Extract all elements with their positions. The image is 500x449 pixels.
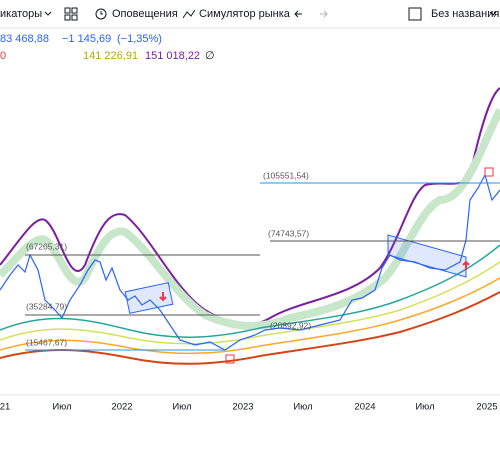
legend-ma: 0: [0, 50, 6, 62]
legend-ma: 151 018,22: [145, 50, 200, 62]
chevron[interactable]: [44, 11, 52, 16]
level-label: (74743,57): [268, 228, 309, 238]
arrow-up: [462, 260, 470, 270]
undo[interactable]: [294, 10, 302, 18]
orange-band: [0, 277, 500, 355]
channel: [124, 282, 174, 314]
x-axis-labels: 21 Июл 2022 Июл 2023 Июл 2024 Июл 2025: [0, 402, 498, 413]
alerts-button[interactable]: Оповещения: [112, 8, 178, 20]
legend-ma: ∅: [205, 50, 215, 62]
arrow-down: [159, 292, 167, 302]
replay-button[interactable]: Симулятор рынка: [199, 8, 291, 20]
chart: [0, 87, 500, 365]
channel: [387, 234, 467, 278]
layout-icon[interactable]: [64, 7, 78, 21]
green-band: [0, 244, 500, 338]
x-tick-label: 2022: [111, 402, 132, 413]
layout-name[interactable]: Без названия: [431, 8, 499, 20]
level-label: (35284,79): [26, 301, 67, 311]
level-label: (20892,92): [270, 320, 311, 330]
toolbar: икаторы Оповещения Симулятор рынка Без н…: [0, 7, 500, 29]
level-label: (15467,67): [26, 337, 67, 347]
alert-icon[interactable]: [95, 8, 107, 20]
red-band: [0, 291, 500, 365]
level-label: (105551,54): [263, 170, 309, 180]
legend-change-pct: (−1,35%): [117, 33, 162, 45]
legend-price: 83 468,88: [0, 33, 49, 45]
check-marker: [225, 354, 235, 364]
check-marker: [484, 167, 494, 177]
x-tick-label: 2025: [476, 402, 497, 413]
yellow-band: [0, 261, 500, 345]
chevron[interactable]: [489, 11, 497, 16]
x-tick-label: 2024: [354, 402, 375, 413]
redo[interactable]: [320, 10, 328, 18]
legend-change: −1 145,69: [62, 33, 111, 45]
level-label: (67265,31): [26, 241, 67, 251]
x-tick-label: 2023: [232, 402, 253, 413]
x-tick-label: Июл: [172, 402, 191, 413]
x-tick-label: Июл: [415, 402, 434, 413]
legend-ma: 141 226,91: [83, 50, 138, 62]
band-fill: [0, 108, 500, 330]
x-tick-label: 21: [0, 402, 10, 413]
indicators-button[interactable]: икаторы: [0, 8, 42, 20]
x-tick-label: Июл: [293, 402, 312, 413]
replay-icon[interactable]: [182, 9, 196, 19]
x-tick-label: Июл: [52, 402, 71, 413]
checkbox[interactable]: [408, 7, 422, 21]
